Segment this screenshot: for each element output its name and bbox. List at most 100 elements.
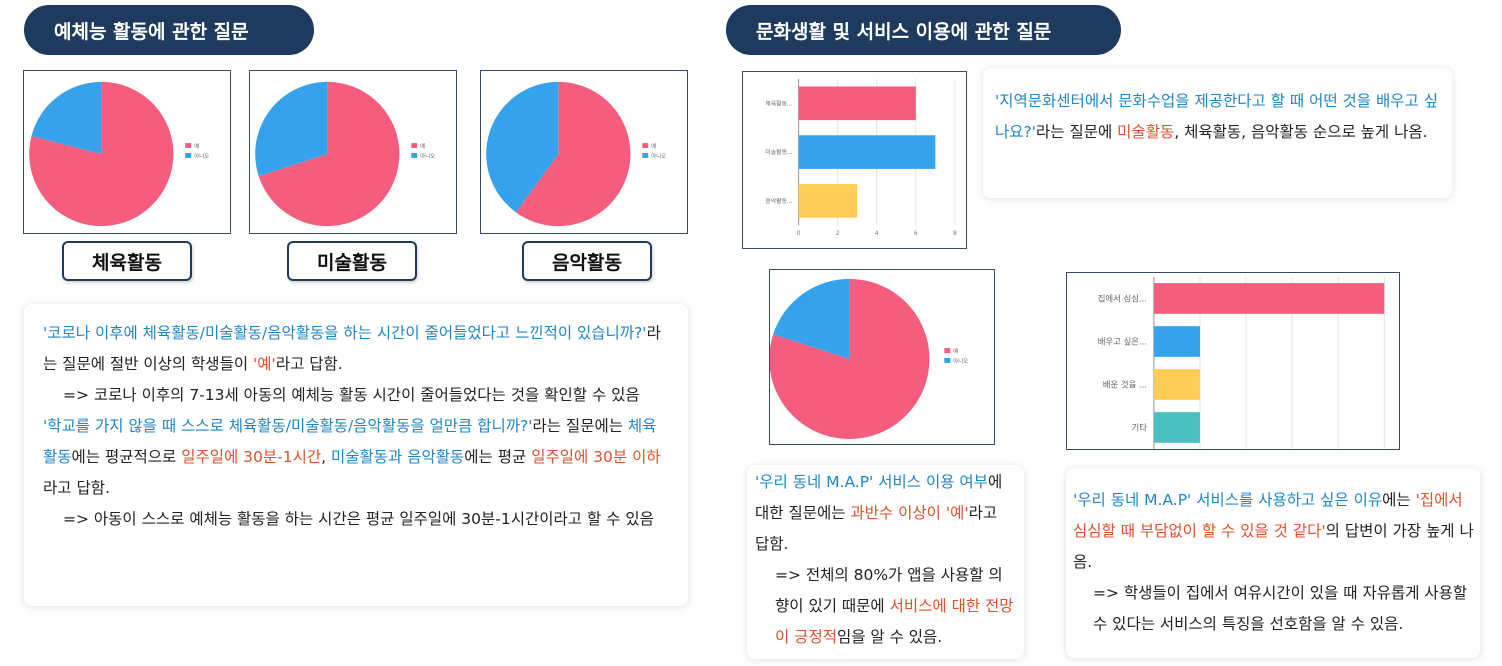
x-tick-label: 6 <box>914 230 918 237</box>
legend-yes-swatch <box>411 143 418 149</box>
bar-svg-reason: 집에서 심심... 배우고 싶은... 배운 것을 ... 기타 <box>1098 276 1385 449</box>
legend-yes-swatch <box>185 143 192 149</box>
bar-svg-learn: 체육활동... 미술활동... 음악활동... 0 2 4 6 8 <box>765 78 957 237</box>
legend-no-swatch <box>411 152 418 158</box>
x-tick-label: 8 <box>953 230 957 237</box>
legend-no-swatch <box>944 357 951 363</box>
bar <box>1153 326 1200 357</box>
q2-artmusic-time: 일주일에 30분 이하 <box>531 448 661 466</box>
learn-tail-a: 라는 질문에 <box>1036 123 1118 141</box>
label-music: 음악활동 <box>522 241 652 281</box>
left-section-title-text: 예체능 활동에 관한 질문 <box>54 20 249 43</box>
q1-paragraph: '코로나 이후에 체육활동/미술활동/음악활동을 하는 시간이 줄어들었다고 느… <box>43 318 668 380</box>
map-usage-question: '우리 동네 M.A.P' 서비스 이용 여부 <box>755 473 988 491</box>
q1-question: '코로나 이후에 체육활동/미술활동/음악활동을 하는 시간이 줄어들었다고 느… <box>43 324 647 342</box>
q1-tail-b: 라고 답함. <box>275 355 343 373</box>
legend-no-label: 아니오 <box>420 152 435 160</box>
right-section-title-text: 문화생활 및 서비스 이용에 관한 질문 <box>756 20 1052 43</box>
q2-artmusic: 미술활동과 음악활동 <box>331 448 465 466</box>
legend-yes-swatch <box>642 143 649 149</box>
right-section-title: 문화생활 및 서비스 이용에 관한 질문 <box>726 5 1121 55</box>
q2-paragraph: '학교를 가지 않을 때 스스로 체육활동/미술활동/음악활동을 얼만큼 합니까… <box>43 411 668 504</box>
category-label: 기타 <box>1132 422 1148 432</box>
q1-tail-a: 라는 질문에 절반 이상의 학생들이 <box>43 324 661 373</box>
q2-tail-d: 라고 답함. <box>43 479 110 497</box>
label-music-text: 음악활동 <box>552 251 622 274</box>
pie-slice-no <box>486 81 559 213</box>
reason-conclusion: => 학생들이 집에서 여유시간이 있을 때 자유롭게 사용할 수 있다는 서비… <box>1093 584 1468 633</box>
bar-chart-learn: 체육활동... 미술활동... 음악활동... 0 2 4 6 8 <box>742 71 967 249</box>
map-usage-c-a: => 전체의 80%가 앱을 사용할 의향이 있기 때문에 <box>775 566 1003 615</box>
reason-answer: '집에서 심심할 때 부담없이 할 수 있을 것 같다' <box>1073 491 1463 540</box>
label-sport: 체육활동 <box>62 241 192 281</box>
legend-no-swatch <box>642 152 649 158</box>
pie-slice-no <box>255 81 328 177</box>
label-sport-text: 체육활동 <box>92 251 162 274</box>
map-usage-paragraph: '우리 동네 M.A.P' 서비스 이용 여부에 대한 질문에는 과반수 이상이… <box>755 467 1016 560</box>
x-tick-label: 2 <box>836 230 840 237</box>
pie-chart-map: 예 아니오 <box>769 269 995 445</box>
legend-yes-label: 예 <box>420 142 425 150</box>
reason-question: '우리 동네 M.A.P' 서비스를 사용하고 싶은 이유 <box>1073 491 1383 509</box>
q2-tail-c: 에는 평균 <box>464 448 532 466</box>
map-usage-positive: 서비스에 대한 전망이 긍정적 <box>775 597 1014 646</box>
conclusion-1: => 코로나 이후의 7-13세 아동의 예체능 활동 시간이 줄어들었다는 것… <box>63 386 640 404</box>
left-section-title: 예체능 활동에 관한 질문 <box>24 5 314 55</box>
category-label: 집에서 심심... <box>1098 293 1147 303</box>
learn-art: 미술활동 <box>1117 123 1175 141</box>
reason-card: '우리 동네 M.A.P' 서비스를 사용하고 싶은 이유에는 '집에서 심심할… <box>1066 468 1480 658</box>
conclusion-2: => 아동이 스스로 예체능 활동을 하는 시간은 평균 일주일에 30분-1시… <box>63 510 654 528</box>
learn-question: '지역문화센터에서 문화수업을 제공한다고 할 때 어떤 것을 배우고 싶나요?… <box>995 92 1438 141</box>
x-tick-label: 4 <box>875 230 879 237</box>
pie-slice-yes <box>770 278 930 440</box>
q2-question: '학교를 가지 않을 때 스스로 체육활동/미술활동/음악활동을 얼만큼 합니까… <box>43 417 533 435</box>
reason-tail-b: 의 답변이 가장 높게 나옴. <box>1073 522 1474 571</box>
pie-slice-yes <box>515 81 631 227</box>
pie-chart-sport: 예 아니오 <box>23 70 231 234</box>
category-label: 음악활동... <box>765 197 793 205</box>
x-tick-label: 0 <box>797 230 801 237</box>
bar <box>1153 283 1385 314</box>
bar <box>798 135 936 169</box>
pie-slice-yes <box>258 81 400 227</box>
bar <box>1153 369 1200 400</box>
learn-tail-b: , 체육활동, 음악활동 순으로 높게 나옴. <box>1174 123 1428 141</box>
bar <box>1153 412 1200 443</box>
reason-paragraph: '우리 동네 M.A.P' 서비스를 사용하고 싶은 이유에는 '집에서 심심할… <box>1073 485 1474 578</box>
bar <box>798 86 916 121</box>
map-usage-c-b: 임을 알 수 있음. <box>836 628 943 646</box>
q2-comma: , <box>321 448 332 466</box>
learn-paragraph: '지역문화센터에서 문화수업을 제공한다고 할 때 어떤 것을 배우고 싶나요?… <box>995 86 1440 148</box>
category-label: 배운 것을 ... <box>1103 379 1147 389</box>
legend-yes-label: 예 <box>651 142 656 150</box>
map-usage-conclusion: => 전체의 80%가 앱을 사용할 의향이 있기 때문에 서비스에 대한 전망… <box>755 560 1016 653</box>
reason-tail-a: 에는 <box>1382 491 1411 509</box>
category-label: 체육활동... <box>765 99 793 107</box>
category-label: 미술활동... <box>765 148 793 156</box>
legend-no-label: 아니오 <box>194 152 209 160</box>
pie-slice-yes <box>29 81 174 227</box>
map-usage-majority: 과반수 이상이 '예' <box>850 504 969 522</box>
q2-sport: 체육활동 <box>43 417 657 466</box>
category-label: 배우고 싶은... <box>1098 336 1147 346</box>
legend-yes-swatch <box>944 348 951 354</box>
legend-no-swatch <box>185 152 192 158</box>
pie-slice-no <box>773 278 850 359</box>
q2-tail-a: 라는 질문에는 <box>532 417 628 435</box>
map-usage-card: '우리 동네 M.A.P' 서비스 이용 여부에 대한 질문에는 과반수 이상이… <box>747 465 1024 659</box>
bar-chart-reason: 집에서 심심... 배우고 싶은... 배운 것을 ... 기타 <box>1066 272 1400 450</box>
q1-yes: '예' <box>253 355 276 373</box>
q2-tail-b: 에는 평균적으로 <box>71 448 182 466</box>
legend-yes-label: 예 <box>953 347 958 355</box>
legend-no-label: 아니오 <box>651 152 666 160</box>
bar <box>798 184 858 218</box>
map-usage-tail-a: 에 대한 질문에는 <box>755 473 1003 522</box>
pie-slice-no <box>31 81 102 154</box>
label-art: 미술활동 <box>287 241 417 281</box>
learn-card: '지역문화센터에서 문화수업을 제공한다고 할 때 어떤 것을 배우고 싶나요?… <box>983 68 1452 198</box>
